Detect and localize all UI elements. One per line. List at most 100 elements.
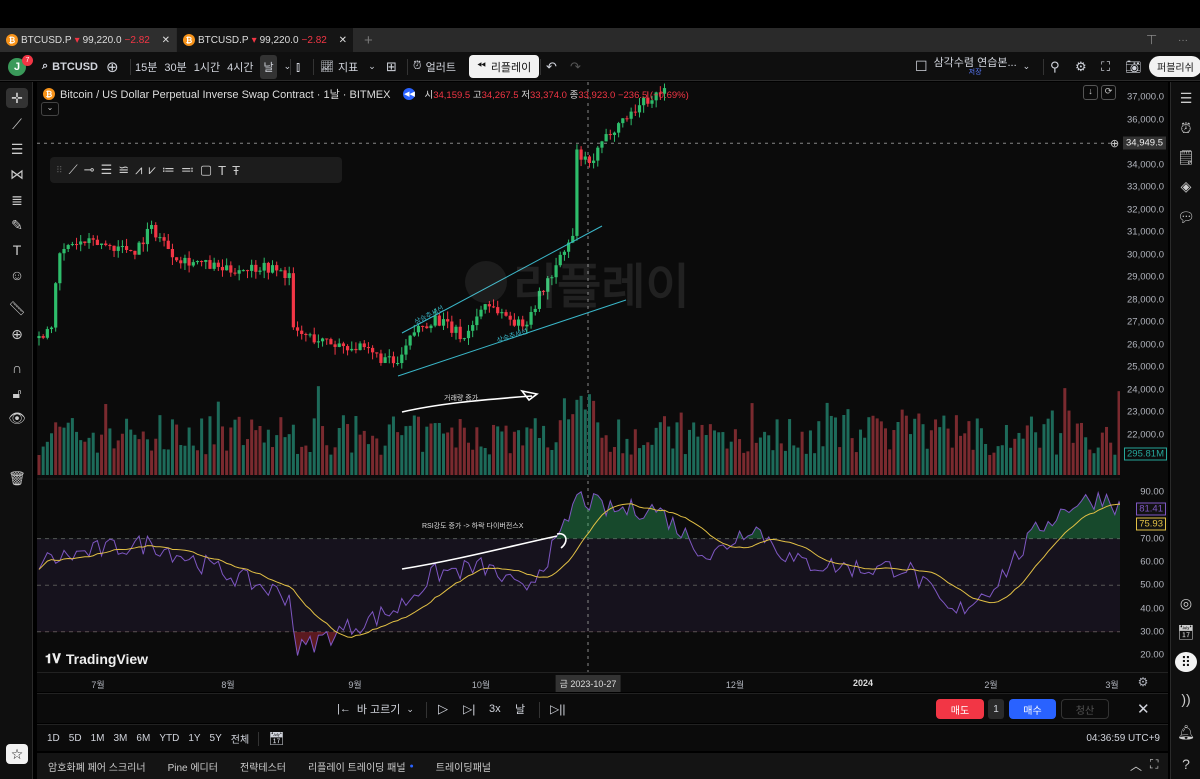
range-1m[interactable]: 1M — [90, 733, 105, 744]
play-icon[interactable]: ▷ — [438, 701, 448, 716]
close-tab-icon[interactable]: ✕ — [338, 34, 347, 46]
symbol-search[interactable]: ⌕ BTCUSD — [42, 52, 98, 81]
compare-icon[interactable]: ⊕ — [106, 58, 119, 76]
range-1d[interactable]: 1D — [47, 733, 60, 744]
close-position-button[interactable]: 청산 — [1061, 699, 1109, 719]
speed-button[interactable]: 3x — [489, 703, 501, 715]
alert-button[interactable]: ⏰︎ 얼러트 — [413, 52, 456, 81]
quick-search-icon[interactable]: ⚲ — [1050, 58, 1060, 74]
eye-icon[interactable]: 👁︎ — [8, 409, 26, 426]
layout-grid-icon[interactable]: ⊞ — [386, 58, 397, 74]
tradingview-logo[interactable]: 𝟏𝐕 TradingView — [45, 651, 148, 667]
indicators-button[interactable]: 📈︎ 지표 ⌄ — [320, 52, 376, 81]
layers-icon[interactable]: ◈ — [1180, 177, 1192, 194]
interval-4h[interactable]: 4시간 — [227, 61, 254, 74]
chevron-up-icon[interactable]: ︿ — [1130, 759, 1143, 773]
tab-pine-editor[interactable]: Pine 에디터 — [167, 762, 218, 774]
range-5d[interactable]: 5D — [68, 733, 82, 744]
trendline-icon[interactable]: ⟋ — [12, 115, 22, 132]
maximize-panel-icon[interactable]: ⛶ — [1150, 757, 1159, 771]
range-ytd[interactable]: YTD — [159, 733, 180, 744]
fullscreen-icon[interactable]: ⛶ — [1101, 58, 1111, 74]
news-icon[interactable]: 🗒︎ — [1177, 148, 1195, 165]
goto-date-icon[interactable]: 📅︎ — [268, 730, 285, 746]
short-position-icon[interactable]: ≕ — [180, 162, 194, 177]
xabcd-pattern-icon[interactable]: ⩘ — [135, 162, 143, 177]
brush-icon[interactable]: ✎ — [11, 216, 23, 233]
layout-checkbox-icon[interactable]: ☐ — [915, 58, 928, 74]
chat-icon[interactable]: 💬︎ — [1177, 208, 1195, 225]
calendar-icon[interactable]: 📅︎ — [1177, 623, 1195, 640]
emoji-icon[interactable]: ☺ — [9, 267, 25, 283]
select-bar-button[interactable]: |← 바 고르기 ⌄ — [337, 694, 414, 724]
rectangle-icon[interactable]: ▢ — [199, 162, 213, 177]
settings-icon[interactable]: ⚙︎ — [1075, 58, 1087, 74]
anchored-text-icon[interactable]: Ŧ — [232, 162, 241, 178]
parallel-channel-icon[interactable]: ☰ — [100, 162, 113, 177]
tab-1[interactable]: ₿ BTCUSD.P ▾ 99,220.0 −2.82 ✕ — [0, 28, 176, 52]
tab-trading-panel[interactable]: 트레이딩패널 — [435, 762, 491, 774]
apps-grid-icon[interactable]: ⠿ — [1175, 652, 1197, 672]
clock[interactable]: 04:36:59 UTC+9 — [1086, 733, 1160, 744]
range-1y[interactable]: 1Y — [188, 733, 201, 744]
buy-button[interactable]: 매수 — [1009, 699, 1056, 719]
scroll-down-icon[interactable]: ↓ — [1083, 85, 1098, 100]
lock-icon[interactable]: 🔓︎ — [12, 384, 22, 401]
candle-type-icon[interactable]: ⫾ — [296, 58, 301, 74]
jump-to-realtime-icon[interactable]: ▷|| — [550, 702, 566, 716]
drag-handle-icon[interactable]: ⠿ — [56, 164, 63, 175]
undo-icon[interactable]: ↶ — [546, 58, 557, 74]
sell-button[interactable]: 매도 — [936, 699, 984, 719]
help-icon[interactable]: ? — [1182, 756, 1190, 772]
interval-30m[interactable]: 30분 — [164, 61, 187, 74]
abcd-pattern-icon[interactable]: ⩗ — [148, 162, 156, 177]
chart-pane[interactable]: ⊕ ₿ Bitcoin / US Dollar Perpetual Invers… — [37, 82, 1120, 672]
interval-1h[interactable]: 1시간 — [193, 61, 221, 74]
close-replay-icon[interactable]: ✕ — [1137, 701, 1150, 718]
text-tool-icon[interactable]: T — [218, 162, 227, 178]
step-forward-icon[interactable]: ▷| — [463, 702, 476, 716]
favorite-star-icon[interactable]: ☆ — [6, 744, 28, 764]
radar-icon[interactable]: ◎ — [1179, 594, 1193, 611]
tab-replay-trading-panel[interactable]: 리플레이 트레이딩 패널 — [307, 762, 406, 774]
time-axis[interactable]: 7월 8월 9월 10월 12월 2024 2월 3월 금 2023-10-27… — [37, 672, 1168, 692]
trendline-tool-icon[interactable]: ⟋ — [68, 162, 78, 177]
price-axis[interactable]: 37,000.0 36,000.0 34,949.5 34,000.0 33,000.0… — [1120, 82, 1168, 672]
screen-icon[interactable]: ⊤ — [1146, 32, 1158, 47]
interval-15m[interactable]: 15분 — [135, 61, 158, 74]
notification-bell-icon[interactable]: 🔔︎ — [1177, 723, 1195, 740]
range-6m[interactable]: 6M — [136, 733, 151, 744]
ruler-icon[interactable]: 📏︎ — [8, 299, 26, 316]
replay-interval-button[interactable]: 날 — [515, 704, 526, 716]
replay-button[interactable]: ⏪︎ 리플레이 — [469, 55, 540, 78]
trash-icon[interactable]: 🗑︎ — [8, 469, 26, 486]
range-all[interactable]: 전체 — [230, 735, 250, 746]
interval-day[interactable]: 날 — [260, 54, 277, 79]
legend-collapse-icon[interactable]: ⌄ — [41, 102, 59, 116]
magnet-icon[interactable]: ∩ — [11, 360, 23, 376]
tab-crypto-screener[interactable]: 암호화폐 페어 스크리너 — [48, 762, 146, 774]
range-5y[interactable]: 5Y — [209, 733, 222, 744]
crosshair-icon[interactable]: ✛ — [6, 88, 28, 108]
alarm-clock-icon[interactable]: ⏰︎ — [1180, 119, 1192, 136]
close-tab-icon[interactable]: ✕ — [161, 34, 170, 46]
layout-dropdown-icon[interactable]: ⌄ — [1022, 61, 1031, 71]
signal-stream-icon[interactable]: )) — [1181, 691, 1191, 707]
avatar[interactable]: J 7 — [8, 52, 37, 81]
fib-channel-icon[interactable]: ≌ — [118, 162, 130, 177]
redo-icon[interactable]: ↷ — [570, 58, 581, 74]
horizontal-lines-icon[interactable]: ☰ — [10, 140, 24, 157]
text-icon[interactable]: T — [12, 242, 22, 258]
new-tab-icon[interactable]: + — [364, 31, 373, 49]
tab-strategy-tester[interactable]: 전략테스터 — [239, 762, 286, 774]
zoom-in-icon[interactable]: ⊕ — [11, 325, 23, 342]
quantity-field[interactable]: 1 — [988, 699, 1004, 719]
tab-2[interactable]: ₿ BTCUSD.P ▾ 99,220.0 −2.82 ✕ — [177, 28, 353, 52]
layout-name-button[interactable]: 삼각수렴 연습본... 저장 — [934, 57, 1017, 77]
sync-icon[interactable]: ⟳ — [1101, 85, 1116, 100]
camera-icon[interactable]: 📷︎ — [1125, 58, 1142, 74]
fib-icon[interactable]: ≣ — [11, 191, 23, 208]
watchlist-icon[interactable]: ☰ — [1179, 89, 1193, 106]
interval-dropdown-icon[interactable]: ⌄ — [283, 61, 292, 71]
axis-settings-icon[interactable]: ⚙︎ — [1137, 675, 1149, 689]
